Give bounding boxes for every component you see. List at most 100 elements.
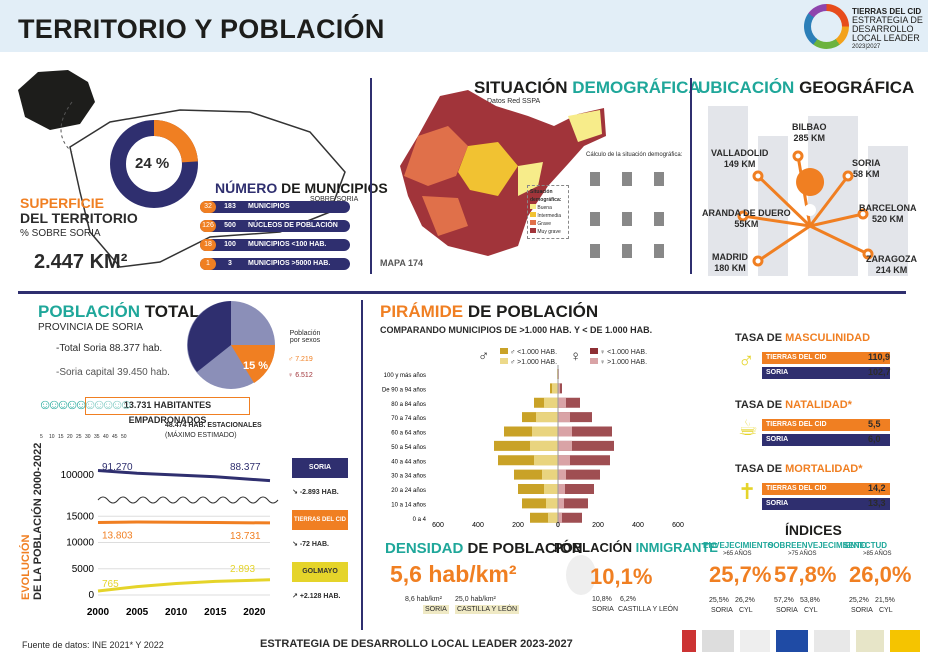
legend-item: Muy grave <box>530 228 566 236</box>
superficie-value: 2.447 KM² <box>34 251 128 273</box>
person-icon: ☺ <box>38 396 53 412</box>
tasa-soria-bar: SORIA <box>762 434 890 446</box>
superficie-label: SUPERFICIE DEL TERRITORIO % SOBRE SORIA <box>20 195 138 240</box>
legend-item: Grave <box>530 220 566 228</box>
poblacion-pie <box>187 301 276 389</box>
age-label: 100 y más años <box>384 373 426 379</box>
x-tick: 2005 <box>126 607 149 618</box>
tasa-title: TASA DE MASCULINIDAD <box>735 332 871 344</box>
estacionales-max: (MÁXIMO ESTIMADO) <box>165 432 237 439</box>
age-label: 10 a 14 años <box>391 502 426 508</box>
indice-cyl-v: 53,8% <box>800 597 820 604</box>
inm-cyl: CASTILLA Y LEÓN <box>618 606 679 613</box>
ubicacion-title: UBICACIÓN GEOGRÁFICA <box>698 78 915 97</box>
calc-icons <box>590 172 664 258</box>
bar-female-gt1000 <box>558 426 572 437</box>
bar-female-gt1000 <box>558 469 566 480</box>
py-legend-a: ♂ <1.000 HAB. <box>500 348 557 356</box>
series-line <box>97 520 271 525</box>
people-scale: 20 <box>67 434 73 440</box>
divider <box>690 78 692 274</box>
male-symbol: ♂ <box>478 348 490 365</box>
y-tick: 10000 <box>66 538 94 549</box>
py-legend-d: ♀ >1.000 HAB. <box>590 358 647 366</box>
indice-cyl-v: 26,2% <box>735 597 755 604</box>
municipios-title: NÚMERO DE MUNICIPIOS <box>215 180 388 196</box>
people-scale: 45 <box>112 434 118 440</box>
x-tick: 400 <box>632 522 644 529</box>
indice-cyl-v: 21,5% <box>875 597 895 604</box>
situacion-sub: Datos Red SSPA <box>487 98 541 105</box>
poblacion-title: POBLACIÓN TOTAL <box>38 302 200 321</box>
situacion-title: SITUACIÓN DEMOGRÁFICA <box>474 78 701 97</box>
city-label: SORIA 58 KM <box>852 158 881 179</box>
x-tick: 2000 <box>87 607 110 618</box>
superficie-donut <box>110 120 198 208</box>
indice-soria: SORIA <box>776 607 798 614</box>
data-label: 13.803 <box>102 531 133 542</box>
data-label: 765 <box>102 579 119 590</box>
indice-cyl: CYL <box>804 607 818 614</box>
municipio-row: 18 100 MUNICIPIOS <100 HAB. <box>200 239 350 251</box>
people-scale: 35 <box>94 434 100 440</box>
bar-male-lt1000 <box>504 426 558 437</box>
tasa-soria-value: 13,3 <box>868 498 886 508</box>
bar-male-gt1000 <box>530 440 558 451</box>
bar-female-lt1000 <box>558 512 582 523</box>
bar-male-gt1000 <box>542 469 558 480</box>
y-tick: 0 <box>88 590 94 601</box>
female-count: ♀ 6.512 <box>288 372 313 379</box>
person-icon: ☺ <box>56 396 71 412</box>
male-count: ♂ 7.219 <box>288 356 313 363</box>
legend-item: Intermedia <box>530 212 566 220</box>
y-tick: 100000 <box>61 470 95 481</box>
tasa-icon: ✝ <box>738 479 757 504</box>
inm-soria: SORIA <box>592 606 614 613</box>
x-tick: 600 <box>672 522 684 529</box>
indice-soria-v: 57,2% <box>774 597 794 604</box>
inm-cyl-v: 6,2% <box>620 596 636 603</box>
logo-text: TIERRAS DEL CID ESTRATEGIA DE DESARROLLO… <box>852 7 923 50</box>
municipios-sub: SOBRE SORIA <box>310 196 359 203</box>
x-tick: 2020 <box>243 607 266 618</box>
bar-female-gt1000 <box>558 440 572 451</box>
golmayo-change: ↗ +2.128 HAB. <box>292 593 341 600</box>
bar-male-gt1000 <box>536 412 558 423</box>
bar-female-gt1000 <box>558 484 565 494</box>
indice-soria: SORIA <box>851 607 873 614</box>
city-label: BILBAO 285 KM <box>792 122 827 143</box>
divider <box>18 291 906 294</box>
calc-label: Cálculo de la situación demográfica: <box>586 152 683 158</box>
x-tick: 600 <box>432 522 444 529</box>
indice-name: SENECTUD <box>843 541 888 550</box>
footer-strategy: ESTRATEGIA DE DESARROLLO LOCAL LEADER 20… <box>260 638 573 650</box>
dens-cyl: CASTILLA Y LEÓN <box>455 605 520 614</box>
pyramid-chart: 100 y más años De 90 a 94 años 80 a 84 año… <box>382 365 684 529</box>
legend-item: Buena <box>530 204 566 212</box>
person-icon: ☺ <box>119 396 134 412</box>
tasa-tc-value: 5,5 <box>868 419 881 429</box>
map-label: MAPA 174 <box>380 258 424 268</box>
py-legend-b: ♂ >1.000 HAB. <box>500 358 557 366</box>
inm-soria-v: 10,8% <box>592 596 612 603</box>
person-icon: ☺ <box>110 396 125 412</box>
inmigrante-value: 10,1% <box>590 564 653 589</box>
y-tick: 15000 <box>66 511 94 522</box>
bar-female-gt1000 <box>558 383 560 394</box>
tc-change: ↘ -72 HAB. <box>292 541 329 548</box>
x-tick: 0 <box>556 522 560 529</box>
dens-soria: SORIA <box>423 605 449 614</box>
bar-female-gt1000 <box>558 455 570 466</box>
tasa-icon: ♂ <box>738 348 755 373</box>
indice-name: ENVEJECIMIENTO <box>703 541 774 550</box>
age-label: 80 a 84 años <box>391 402 426 408</box>
city-label: ARANDA DE DUERO 55KM <box>702 208 791 229</box>
age-label: 50 a 54 años <box>391 445 426 451</box>
situacion-legend: Situación demográfica: Buena Intermedia … <box>527 185 569 239</box>
axis-break <box>97 496 279 504</box>
legend-golmayo: GOLMAYO <box>292 562 348 582</box>
city-label: BARCELONA 520 KM <box>859 203 917 224</box>
people-scale: 15 <box>58 434 64 440</box>
tasa-icon: ☕ <box>738 415 758 440</box>
